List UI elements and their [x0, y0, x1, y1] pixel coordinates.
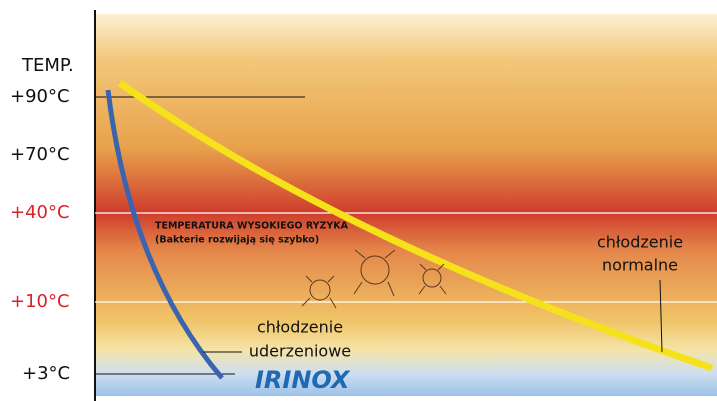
- logo: IRINOX: [255, 366, 351, 394]
- risk-zone-title: TEMPERATURA WYSOKIEGO RYZYKA: [155, 221, 349, 232]
- curve-label: chłodzenie: [597, 233, 683, 252]
- axis-label: TEMP.: [21, 55, 74, 76]
- bacteria-illustration: [301, 249, 447, 309]
- tick-label: +10°C: [10, 291, 70, 312]
- curve-label: normalne: [602, 256, 678, 275]
- tick-label: +40°C: [10, 202, 70, 223]
- leader-line: [659, 279, 663, 353]
- tick-label: +70°C: [10, 144, 70, 165]
- curve-label: uderzeniowe: [249, 342, 351, 361]
- normal-cooling-curve: [117, 80, 714, 372]
- blast-cooling-curve: [105, 89, 224, 380]
- curve-label: chłodzenie: [257, 318, 343, 337]
- risk-zone-subtitle: (Bakterie rozwijają się szybko): [155, 235, 319, 246]
- tick-label: +90°C: [10, 86, 70, 107]
- tick-label: +3°C: [22, 363, 70, 384]
